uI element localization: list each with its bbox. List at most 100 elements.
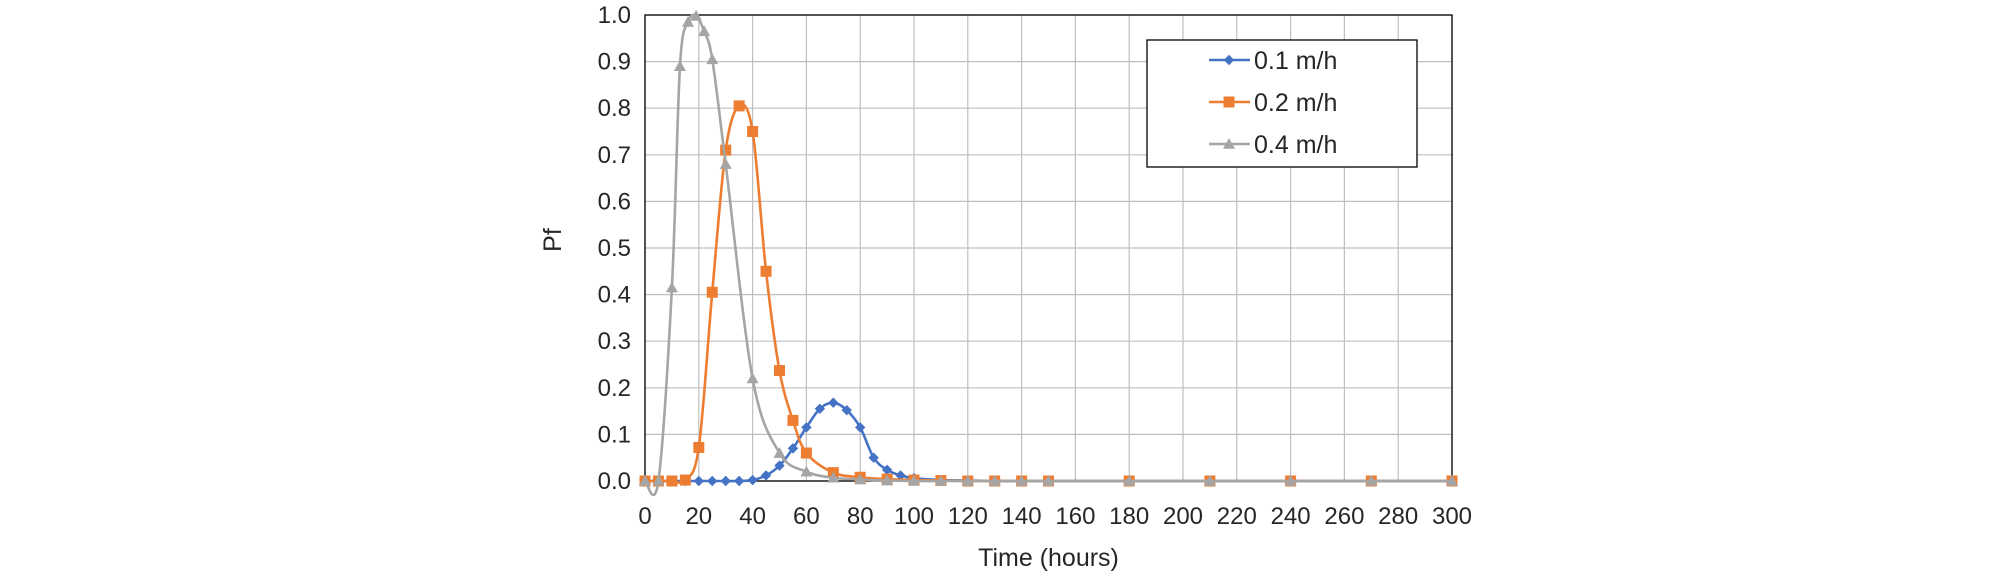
data-point	[895, 470, 906, 481]
y-tick-label: 1.0	[598, 2, 631, 29]
x-tick-label: 160	[1055, 503, 1095, 530]
data-point	[841, 404, 852, 416]
legend-item: 0.4 m/h	[1209, 131, 1337, 159]
data-point	[1284, 475, 1297, 486]
x-axis-title: Time (hours)	[978, 544, 1119, 572]
data-point	[698, 25, 711, 37]
x-tick-label: 300	[1432, 503, 1472, 530]
data-point	[1365, 475, 1378, 486]
data-point	[908, 475, 920, 486]
y-axis-title: Pf	[539, 228, 567, 252]
series-3	[639, 9, 1458, 497]
y-tick-label: 0.2	[598, 375, 631, 402]
series-line	[643, 13, 1452, 497]
data-point	[1015, 475, 1028, 486]
data-point	[746, 372, 759, 384]
y-tick-label: 0.5	[598, 235, 631, 262]
data-point	[682, 15, 695, 27]
data-point	[774, 460, 785, 471]
x-tick-label: 80	[847, 503, 874, 530]
x-tick-label: 100	[894, 503, 934, 530]
y-tick-label: 0.0	[598, 468, 631, 495]
data-point	[666, 475, 678, 487]
data-point	[673, 60, 686, 72]
data-point	[1446, 475, 1458, 486]
data-point	[747, 474, 758, 486]
data-point	[733, 475, 745, 487]
x-tick-label: 120	[948, 503, 988, 530]
data-point	[787, 443, 799, 454]
data-point	[665, 281, 678, 293]
y-tick-label: 0.7	[598, 142, 631, 169]
y-tick-labels: 0.0 0.1 0.2 0.3 0.4 0.5 0.6 0.7 0.8 0.9 1.0	[598, 2, 631, 495]
x-tick-label: 200	[1163, 503, 1203, 530]
data-point	[1042, 475, 1055, 486]
series-line	[645, 401, 1452, 483]
data-point	[934, 475, 947, 486]
data-point	[854, 473, 867, 485]
data-point	[988, 475, 1001, 486]
data-point	[800, 465, 813, 477]
legend-label: 0.4 m/h	[1254, 131, 1337, 159]
data-point	[868, 452, 879, 463]
data-point	[961, 475, 974, 486]
data-point	[747, 126, 759, 137]
data-point	[707, 475, 718, 487]
data-point	[801, 422, 812, 433]
data-point	[814, 403, 826, 414]
y-tick-label: 0.8	[598, 95, 631, 122]
data-point	[827, 471, 840, 483]
data-point	[800, 447, 812, 459]
data-point	[693, 441, 705, 453]
data-point	[881, 474, 894, 486]
data-point	[733, 100, 745, 112]
x-tick-label: 0	[638, 503, 651, 530]
legend-label: 0.1 m/h	[1254, 47, 1337, 75]
legend-item: 0.1 m/h	[1209, 47, 1337, 75]
data-point	[720, 475, 731, 487]
y-tick-label: 0.9	[598, 49, 631, 76]
x-tick-label: 260	[1324, 503, 1364, 530]
data-point	[706, 286, 718, 298]
y-tick-label: 0.6	[598, 188, 631, 215]
y-tick-label: 0.1	[598, 421, 631, 448]
x-tick-label: 60	[793, 503, 820, 530]
data-point	[760, 265, 772, 277]
x-tick-label: 280	[1378, 503, 1418, 530]
series-1	[639, 397, 1458, 487]
x-tick-label: 180	[1109, 503, 1149, 530]
x-tick-label: 220	[1217, 503, 1257, 530]
data-point	[881, 464, 893, 476]
data-point	[706, 53, 719, 65]
data-point	[787, 414, 799, 426]
data-point	[855, 422, 866, 433]
legend-box	[1146, 39, 1418, 168]
legend-item: 0.2 m/h	[1209, 89, 1337, 117]
data-point	[719, 158, 732, 169]
x-tick-label: 140	[1002, 503, 1042, 530]
x-tick-label: 240	[1271, 503, 1311, 530]
data-point	[679, 474, 691, 486]
data-point	[1203, 475, 1216, 486]
x-tick-labels: 0 20 40 60 80 100 120 140 160 180 200 220 240 260 280 3…	[638, 503, 1472, 530]
data-point	[773, 447, 786, 458]
data-point	[828, 397, 839, 408]
data-point	[639, 475, 651, 486]
x-tick-label: 40	[739, 503, 766, 530]
legend-marker	[1223, 96, 1235, 108]
legend: 0.1 m/h 0.2 m/h 0.4 m/h	[1146, 39, 1418, 168]
legend-label: 0.2 m/h	[1254, 89, 1337, 117]
legend-marker	[1223, 138, 1235, 149]
data-point	[760, 470, 772, 481]
data-point	[774, 365, 785, 377]
data-point	[1123, 475, 1136, 486]
data-point	[720, 144, 732, 156]
series-layer	[639, 9, 1458, 497]
legend-marker	[1223, 54, 1235, 66]
y-tick-label: 0.3	[598, 328, 631, 355]
data-point	[693, 475, 704, 487]
data-point	[690, 9, 703, 21]
y-tick-label: 0.4	[598, 282, 631, 309]
data-point	[652, 474, 665, 486]
